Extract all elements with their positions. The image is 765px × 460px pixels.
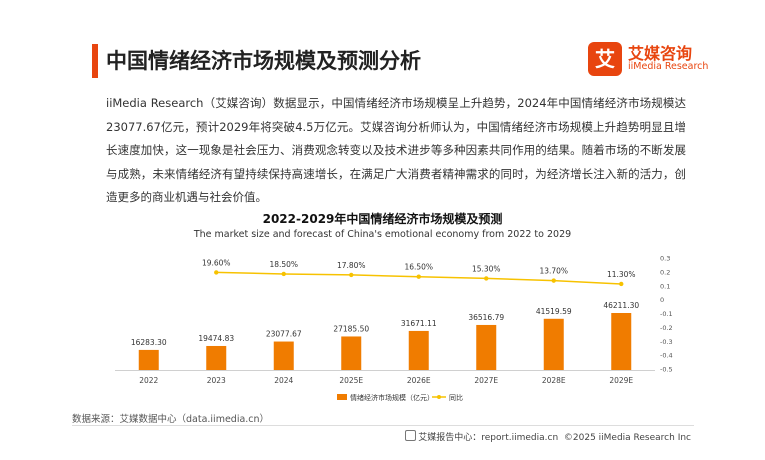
yoy-point-2028E	[551, 278, 556, 283]
yoy-value-label: 11.30%	[607, 270, 636, 279]
legend-bar-swatch	[337, 394, 347, 400]
bar-value-label: 19474.83	[198, 334, 234, 343]
footer-report-center: 艾媒报告中心：report.iimedia.cn	[418, 433, 559, 443]
x-tick-label: 2023	[207, 376, 226, 385]
bar-2024	[273, 341, 294, 370]
x-tick-label: 2026E	[407, 376, 431, 385]
x-tick-label: 2029E	[609, 376, 633, 385]
chart-title: 2022-2029年中国情绪经济市场规模及预测	[262, 212, 503, 226]
footer: 艾媒报告中心：report.iimedia.cn ©2025 iiMedia R…	[405, 430, 691, 443]
x-tick-label: 2028E	[542, 376, 566, 385]
y2-tick-label: 0.2	[660, 268, 670, 276]
yoy-point-2029E	[619, 281, 624, 287]
yoy-point-2025E	[349, 272, 354, 278]
bar-2027E	[476, 324, 497, 370]
bar-value-label: 23077.67	[266, 330, 302, 339]
yoy-point-2026E	[416, 274, 421, 279]
x-tick-label: 2022	[139, 376, 158, 385]
bar-value-label: 41519.59	[536, 307, 572, 316]
yoy-point-2027E	[484, 276, 489, 281]
logo-text-en: iiMedia Research	[628, 61, 709, 72]
yoy-value-label: 13.70%	[539, 267, 568, 276]
x-tick-label: 2025E	[339, 376, 363, 385]
iimedia-logo-icon: 艾	[588, 42, 622, 76]
logo-text-cn: 艾媒咨询	[628, 44, 693, 63]
description-paragraph: iiMedia Research（艾媒咨询）数据显示，中国情绪经济市场规模呈上升…	[106, 96, 686, 204]
legend-line-label: 同比	[449, 393, 463, 402]
footer-copyright: ©2025 iiMedia Research Inc	[563, 433, 691, 443]
bar-value-label: 36516.79	[468, 313, 504, 322]
chart-subtitle: The market size and forecast of China's …	[193, 229, 572, 240]
y2-tick-label: -0.2	[660, 324, 673, 332]
yoy-value-label: 15.30%	[472, 264, 501, 273]
legend-line-marker	[437, 395, 441, 399]
bar-value-label: 31671.11	[401, 319, 437, 328]
y2-tick-label: -0.1	[660, 310, 673, 318]
legend-bar-label: 情绪经济市场规模（亿元）	[350, 393, 434, 402]
data-source: 数据来源：艾媒数据中心（data.iimedia.cn）	[72, 414, 270, 425]
bar-2028E	[543, 318, 564, 370]
yoy-value-label: 19.60%	[202, 258, 231, 267]
bar-value-label: 46211.30	[603, 301, 639, 310]
bar-2023	[206, 345, 227, 370]
y2-tick-label: -0.3	[660, 338, 673, 346]
y2-tick-label: 0.3	[660, 255, 670, 263]
bar-2026E	[408, 330, 429, 370]
y2-tick-label: 0.1	[660, 282, 670, 290]
page-title: 中国情绪经济市场规模及预测分析	[106, 49, 421, 73]
bar-2025E	[341, 336, 362, 370]
report-center-icon	[405, 430, 417, 441]
yoy-point-2024	[281, 271, 286, 277]
yoy-value-label: 17.80%	[337, 261, 366, 270]
y2-tick-label: 0	[660, 296, 664, 304]
title-accent-bar	[92, 44, 98, 78]
x-tick-label: 2024	[274, 376, 293, 385]
bar-2029E	[611, 313, 632, 370]
x-tick-label: 2027E	[474, 376, 498, 385]
bar-2022	[138, 349, 159, 370]
y2-tick-label: -0.4	[660, 352, 673, 360]
bar-value-label: 27185.50	[333, 324, 369, 333]
footer-divider	[72, 425, 694, 426]
yoy-value-label: 18.50%	[269, 260, 298, 269]
yoy-point-2023	[214, 270, 219, 275]
yoy-value-label: 16.50%	[404, 263, 433, 272]
bar-value-label: 16283.30	[131, 338, 167, 347]
y2-tick-label: -0.5	[660, 366, 673, 374]
